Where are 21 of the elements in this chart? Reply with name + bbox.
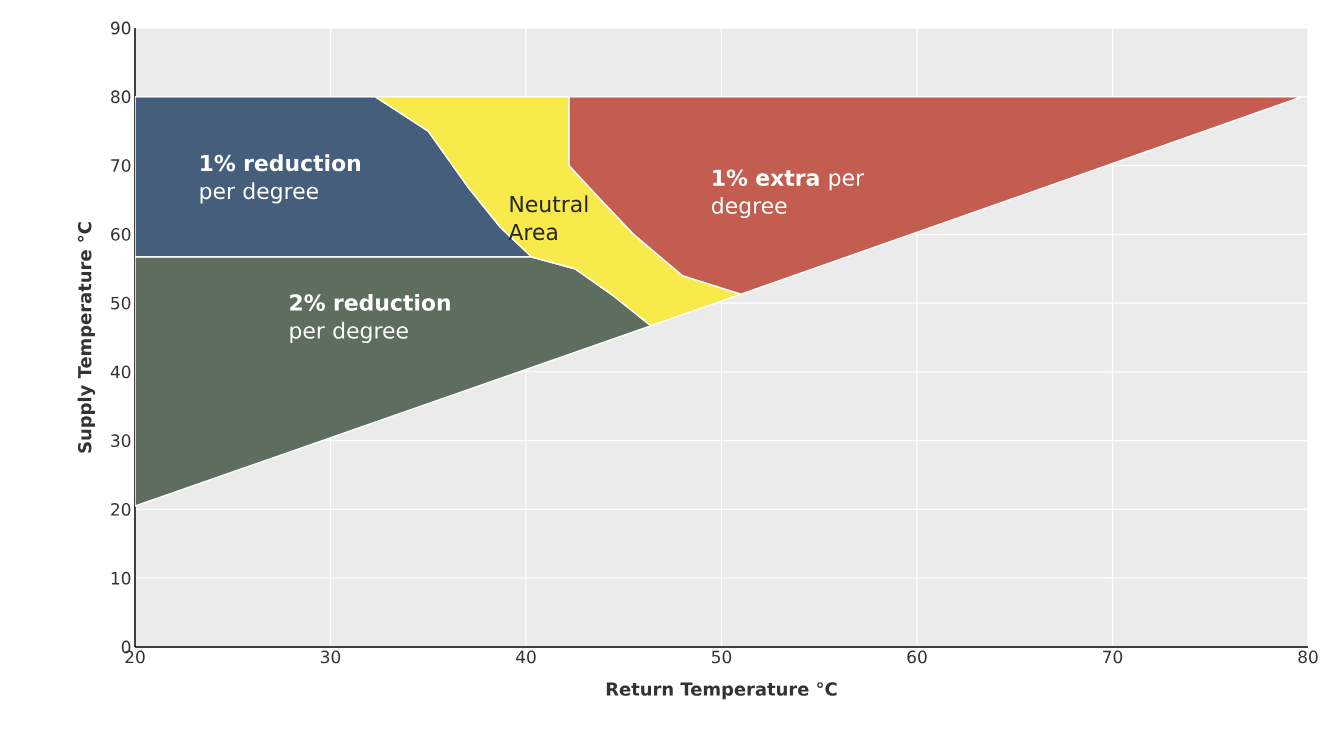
y-tick-label: 40 [110,365,131,379]
x-axis-title: Return Temperature °C [606,682,837,700]
y-tick-label: 30 [111,434,131,448]
x-tick-label: 80 [1298,650,1318,664]
y-tick-label: 80 [111,90,131,104]
series-label: 2% reduction per degree [290,293,450,344]
y-tick-label: 70 [111,159,131,172]
y-tick-label: 60 [111,227,131,241]
x-tick-label: 70 [1103,650,1123,664]
series-label: Neutral Area [508,195,588,241]
text: 1% extra per degree [711,169,865,219]
x-tick-label: 60 [907,650,927,664]
x-tick-label: 40 [516,650,536,664]
x-tick-label: 30 [321,650,341,664]
x-tick-label: 50 [712,650,732,664]
y-tick-label: 90 [110,21,131,35]
series-label: 1% reduction per degree [200,154,361,204]
y-tick-label: 20 [111,503,131,516]
y-axis-title: Supply Temperature °C [77,222,96,453]
y-tick-label: 10 [111,571,131,585]
y-tick-label: 50 [111,296,131,310]
